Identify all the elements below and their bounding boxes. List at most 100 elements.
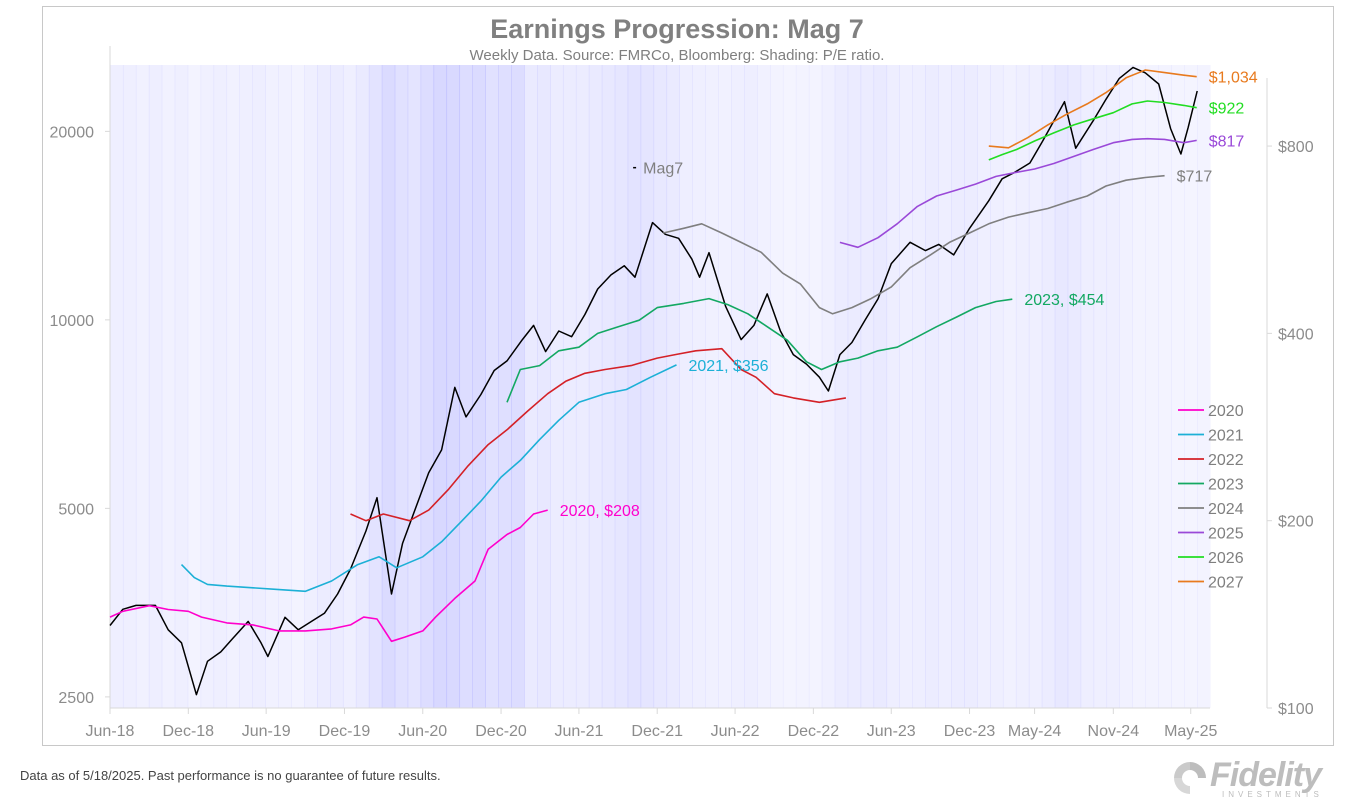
chart-title: Earnings Progression: Mag 7 [490, 14, 864, 44]
pe-shade-band [679, 65, 693, 708]
series-line-2024 [663, 174, 1165, 315]
pe-shade-band [1145, 65, 1159, 708]
pe-shade-band [1171, 65, 1185, 708]
pe-shade-band [886, 65, 901, 708]
pe-shade-band [433, 65, 448, 708]
pe-shade-band [1093, 65, 1108, 708]
series-line-2021 [180, 364, 677, 593]
series-end-label: $817 [1209, 133, 1245, 150]
pe-shade-band [187, 65, 202, 708]
logo-sub: INVESTMENTS [1222, 790, 1323, 799]
legend-label: 2020 [1208, 403, 1244, 420]
series-line-2020 [109, 509, 548, 643]
pe-shade-band [575, 65, 590, 708]
pe-shade-band [459, 65, 473, 708]
pe-shade-band [317, 65, 331, 708]
pe-shade-band [226, 65, 241, 708]
pe-shade-band [330, 65, 344, 708]
pe-shade-band [200, 65, 215, 708]
series-end-label: $1,034 [1209, 70, 1258, 87]
series-end-label: 2020, $208 [560, 503, 640, 520]
pe-shade-band [912, 65, 926, 708]
pe-shade-band [834, 65, 849, 708]
pe-shade-band [744, 65, 758, 708]
x-tick-label: Jun-19 [242, 723, 291, 740]
pe-shade-band [731, 65, 745, 708]
pe-shade-band [278, 65, 292, 708]
pe-shade-band [252, 65, 266, 708]
legend-label: 2022 [1208, 452, 1244, 469]
pe-shade-band [472, 65, 486, 708]
pe-shade-band [977, 65, 991, 708]
pe-shade-band [692, 65, 706, 708]
fidelity-logo: Fidelity INVESTMENTS [1170, 756, 1360, 802]
pe-shade-band [304, 65, 318, 708]
pe-shade-band [148, 65, 163, 708]
x-tick-label: Dec-18 [163, 723, 215, 740]
pe-shade-band [1002, 65, 1017, 708]
x-tick-label: Dec-23 [944, 723, 996, 740]
pe-shade-band [938, 65, 952, 708]
pe-shade-band [394, 65, 409, 708]
legend-label: 2023 [1208, 477, 1244, 494]
pe-shade-band [1015, 65, 1030, 708]
pe-shade-band [795, 65, 810, 708]
pe-shade-band [951, 65, 965, 708]
pe-shade-band [770, 65, 784, 708]
pe-shade-band [562, 65, 577, 708]
y-right-tick-label: $800 [1278, 139, 1314, 156]
x-tick-label: Jun-23 [867, 723, 916, 740]
x-tick-label: Dec-19 [319, 723, 371, 740]
series-line-2025 [839, 137, 1197, 249]
pe-shade-band [1080, 65, 1095, 708]
pe-shade-band [1028, 65, 1043, 708]
pe-shade-band [498, 65, 512, 708]
pe-shade-band [368, 65, 383, 708]
pe-shade-band [524, 65, 538, 708]
pe-shade-band [291, 65, 305, 708]
pe-shade-band [485, 65, 499, 708]
pe-shade-band [213, 65, 228, 708]
pe-shade-band [718, 65, 732, 708]
pe-shade-band [420, 65, 435, 708]
pe-shade-band [342, 65, 357, 708]
pe-shade-band [860, 65, 875, 708]
pe-shade-band [161, 65, 176, 708]
pe-shade-band [1119, 65, 1133, 708]
series-line-2023 [506, 297, 1013, 403]
pe-shade-band [1158, 65, 1172, 708]
x-tick-label: Nov-24 [1088, 723, 1140, 740]
pe-shade-band [614, 65, 629, 708]
legend-label: 2027 [1208, 575, 1244, 592]
pe-shade-band [873, 65, 888, 708]
logo-word: Fidelity [1210, 756, 1322, 794]
series [109, 66, 1198, 696]
pe-shade-band [782, 65, 797, 708]
chart-subtitle: Weekly Data. Source: FMRCo, Bloomberg: S… [470, 47, 885, 64]
y-left-tick-label: 10000 [50, 313, 95, 330]
x-tick-label: May-25 [1164, 723, 1217, 740]
x-tick-label: Jun-18 [86, 723, 135, 740]
x-tick-label: Dec-20 [475, 723, 527, 740]
pe-shade-band [135, 65, 150, 708]
series-line-mag7 [109, 66, 1198, 696]
y-right-tick-label: $100 [1278, 701, 1314, 718]
annotation-label: Mag7 [643, 161, 683, 178]
legend-label: 2021 [1208, 428, 1244, 445]
pe-shade-band [1132, 65, 1146, 708]
series-end-label: 2023, $454 [1024, 292, 1104, 309]
pe-shade-band [601, 65, 616, 708]
pe-shade-band [821, 65, 836, 708]
pe-shade-band [407, 65, 422, 708]
x-tick-label: Dec-21 [631, 723, 683, 740]
pe-shade-band [757, 65, 771, 708]
pe-shade-band [588, 65, 603, 708]
pe-shade-band [1197, 65, 1211, 708]
legend-label: 2025 [1208, 526, 1244, 543]
series-end-label: 2021, $356 [688, 358, 768, 375]
pe-shade-band [265, 65, 279, 708]
x-tick-label: May-24 [1008, 723, 1061, 740]
x-tick-label: Dec-22 [788, 723, 840, 740]
pe-shade-band [1041, 65, 1056, 708]
logo-sunburst-icon [1174, 762, 1206, 794]
